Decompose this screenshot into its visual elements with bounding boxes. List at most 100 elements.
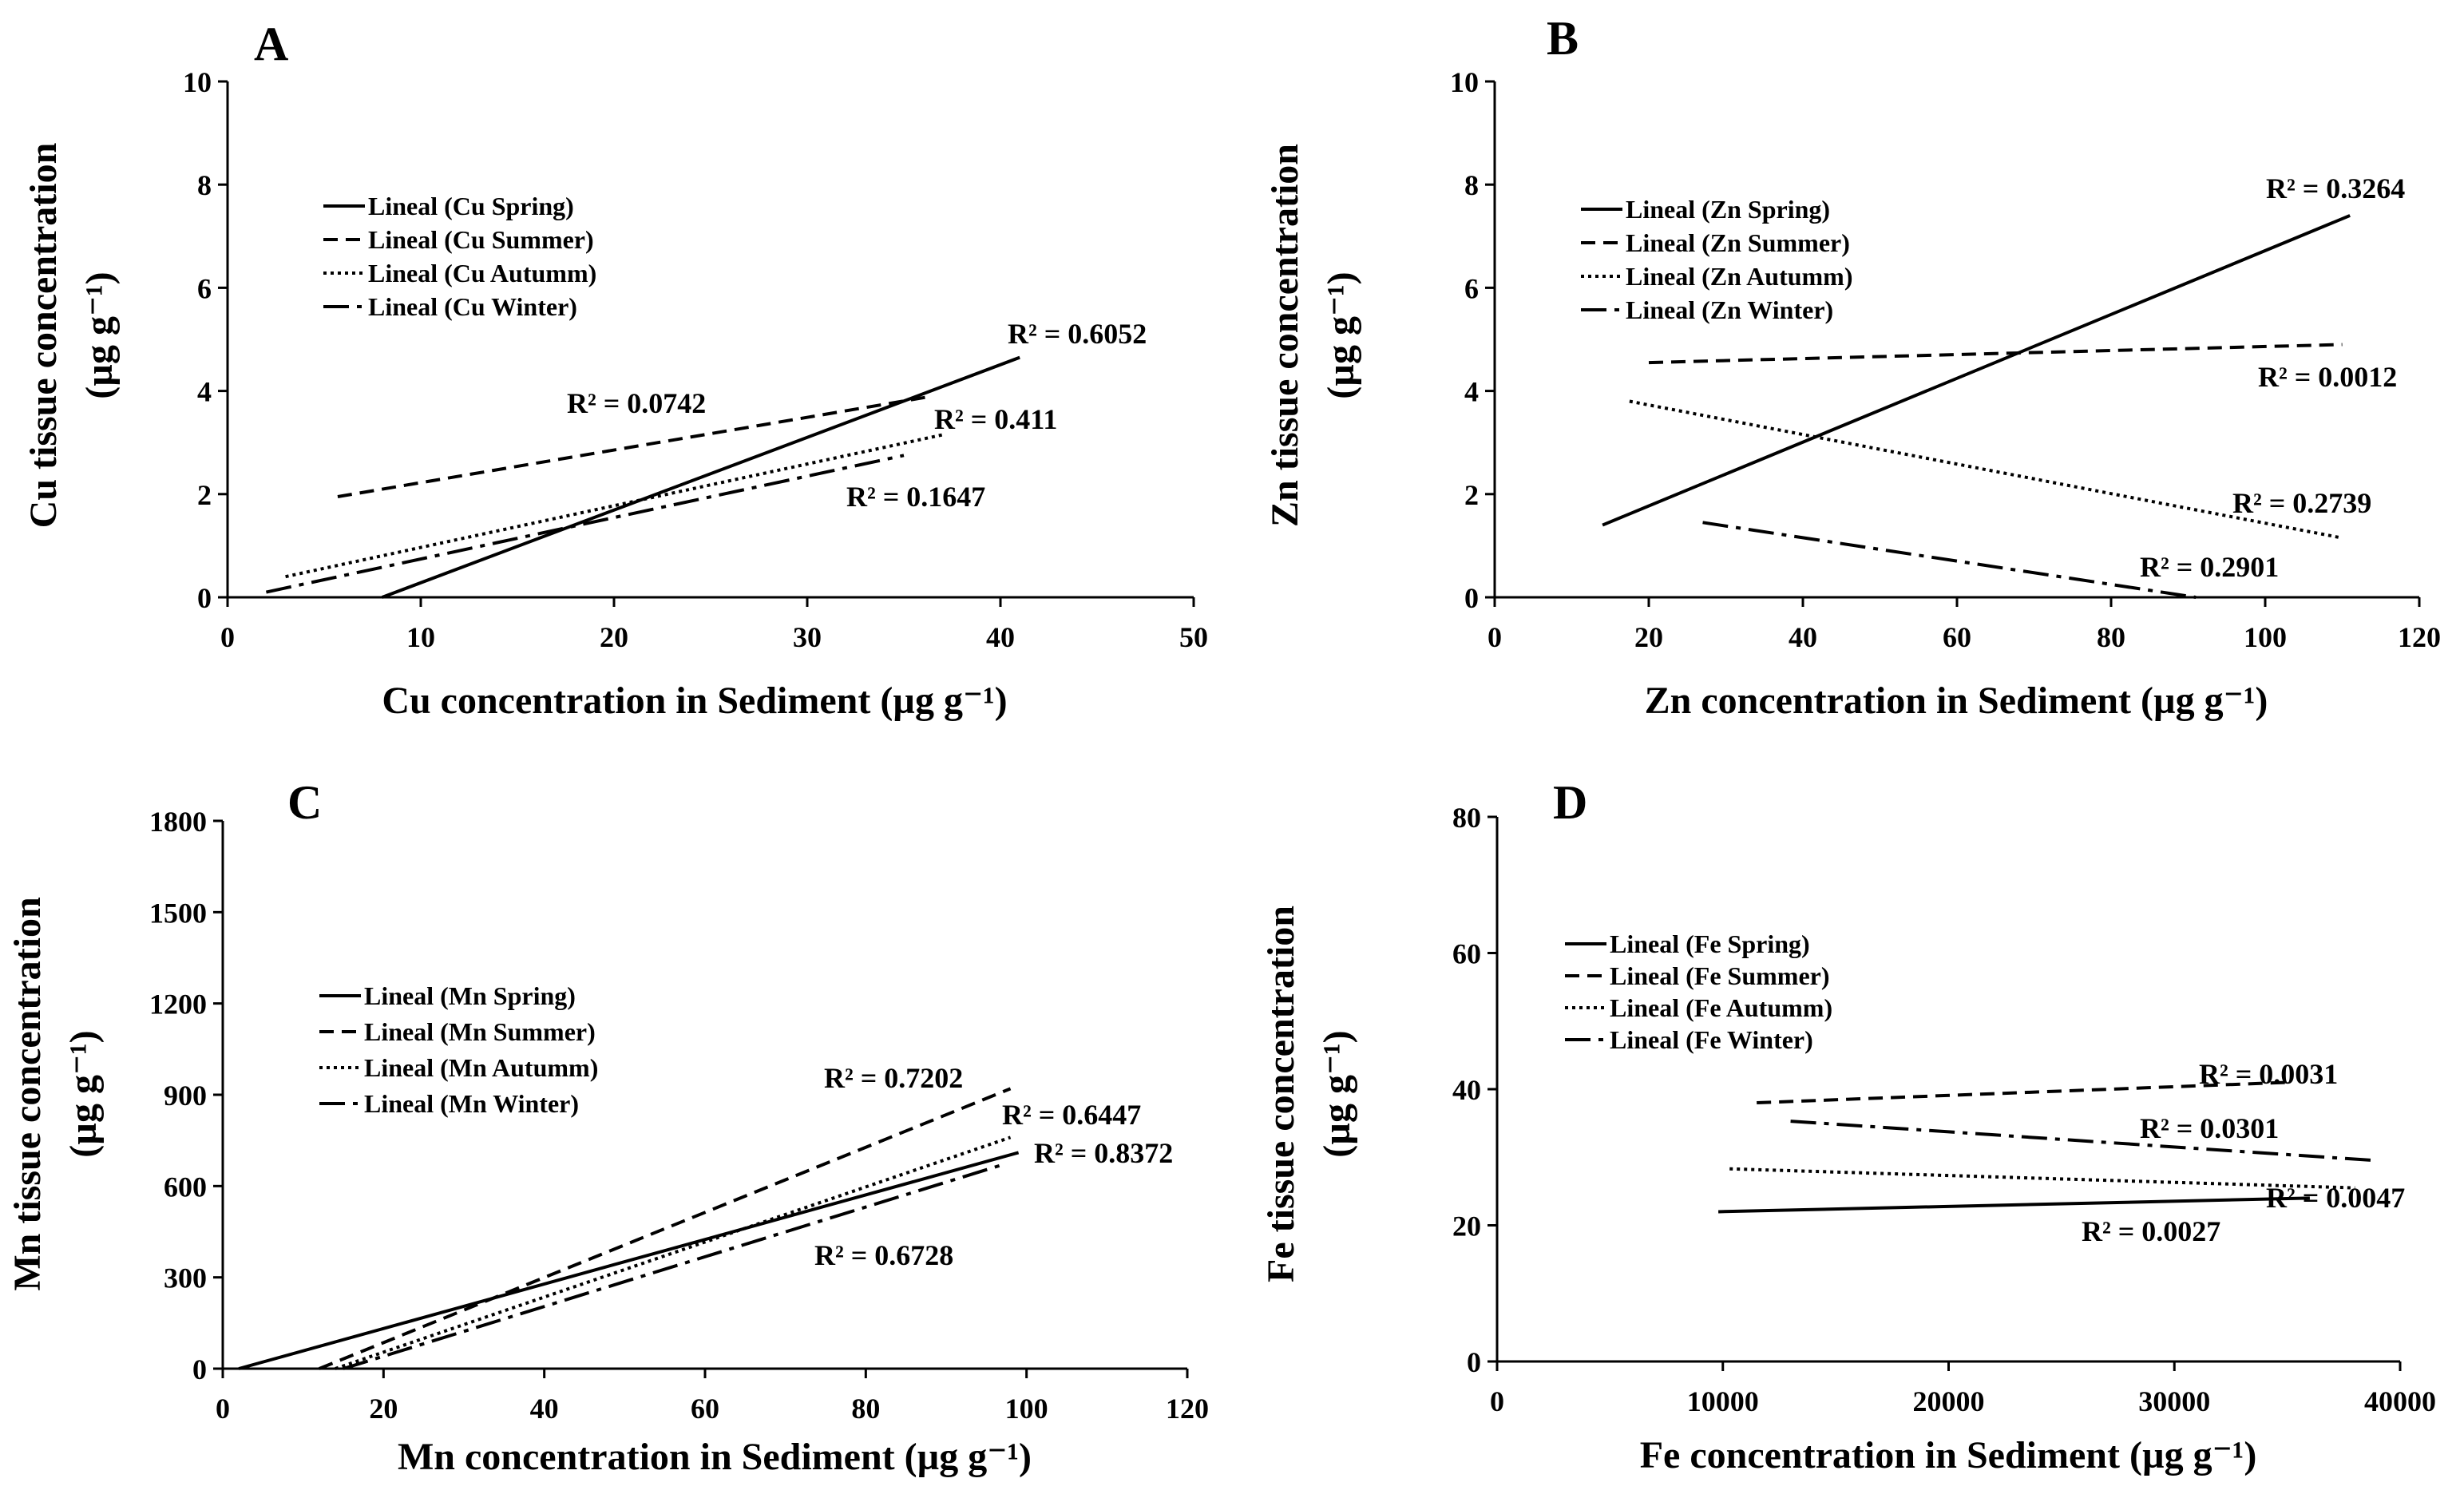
legend-entry: Lineal (Mn Spring) xyxy=(364,981,576,1010)
y-axis-label: Cu tissue concentration xyxy=(22,143,65,529)
trendline-dashdot xyxy=(343,1163,1004,1370)
panel-letter: C xyxy=(287,776,322,829)
panel-a: 0 2 4 6 8 10 0 10 20 30 40 50 A Cu concentration in S… xyxy=(22,18,1208,722)
r-squared-label: R² = 0.0012 xyxy=(2258,361,2397,393)
trendline-dashed xyxy=(337,394,933,499)
y-tick-label: 2 xyxy=(197,479,212,511)
panel-letter: A xyxy=(254,18,288,70)
legend-entry: Lineal (Zn Autumm) xyxy=(1626,262,1852,291)
legend-entry: Lineal (Cu Spring) xyxy=(368,192,574,220)
y-axis-label: Mn tissue concentration xyxy=(6,897,49,1290)
x-tick-label: 40000 xyxy=(2364,1385,2436,1417)
x-tick-label: 0 xyxy=(1488,621,1502,653)
r-squared-label: R² = 0.0027 xyxy=(2082,1215,2220,1247)
r-squared-label: R² = 0.0742 xyxy=(567,387,706,419)
x-tick-label: 80 xyxy=(2097,621,2125,653)
x-tick-label: 0 xyxy=(1490,1385,1504,1417)
trendline-solid xyxy=(238,1151,1020,1370)
trendline-solid xyxy=(381,355,1020,599)
y-tick-label: 80 xyxy=(1452,802,1481,834)
x-tick-label: 30 xyxy=(793,621,822,653)
y-tick-label: 8 xyxy=(197,169,212,201)
legend-entry: Lineal (Fe Autumm) xyxy=(1610,993,1832,1022)
r-squared-label: R² = 0.7202 xyxy=(824,1062,963,1094)
panel-c: 0 300 600 900 1200 1500 1800 0 20 40 60 80 100 120 C Mn… xyxy=(6,776,1209,1478)
y-axis-label-units: (µg g⁻¹) xyxy=(78,271,121,398)
x-tick-label: 0 xyxy=(220,621,235,653)
y-tick-label: 1500 xyxy=(149,897,207,929)
r-squared-label: R² = 0.1647 xyxy=(846,481,985,513)
y-tick-label: 6 xyxy=(1464,272,1479,304)
y-tick-label: 10 xyxy=(1450,66,1479,98)
y-tick-label: 6 xyxy=(197,272,212,304)
x-tick-label: 60 xyxy=(1943,621,1971,653)
panel-letter: B xyxy=(1547,12,1579,65)
legend-entry: Lineal (Mn Summer) xyxy=(364,1017,596,1046)
x-axis-label: Mn concentration in Sediment (µg g⁻¹) xyxy=(398,1436,1032,1478)
trendline-solid xyxy=(1718,1196,2310,1214)
x-tick-label: 20000 xyxy=(1913,1385,1985,1417)
x-tick-label: 60 xyxy=(691,1393,719,1425)
y-tick-label: 8 xyxy=(1464,169,1479,201)
y-axis-label-units: (µg g⁻¹) xyxy=(1320,271,1362,398)
x-tick-label: 120 xyxy=(2398,621,2441,653)
r-squared-label: R² = 0.2739 xyxy=(2232,487,2371,519)
x-tick-label: 80 xyxy=(851,1393,880,1425)
panel-letter: D xyxy=(1553,776,1587,829)
legend-entry: Lineal (Cu Winter) xyxy=(368,292,577,321)
trendline-dashdot xyxy=(1702,521,2197,599)
y-tick-label: 900 xyxy=(164,1080,207,1112)
y-tick-label: 300 xyxy=(164,1262,207,1294)
r-squared-label: R² = 0.3264 xyxy=(2266,172,2405,204)
y-axis-label-units: (µg g⁻¹) xyxy=(62,1030,105,1157)
trendline-dotted xyxy=(285,433,943,579)
y-tick-label: 60 xyxy=(1452,938,1481,970)
x-tick-label: 0 xyxy=(216,1393,230,1425)
r-squared-label: R² = 0.8372 xyxy=(1034,1137,1173,1169)
x-tick-label: 10000 xyxy=(1687,1385,1759,1417)
x-tick-label: 50 xyxy=(1179,621,1208,653)
r-squared-label: R² = 0.0047 xyxy=(2266,1182,2405,1214)
x-tick-label: 10 xyxy=(406,621,435,653)
y-tick-label: 2 xyxy=(1464,479,1479,511)
trendline-dashed xyxy=(319,1087,1012,1370)
panel-d: 0 20 40 60 80 0 10000 20000 30000 40000 D Fe concen… xyxy=(1260,776,2436,1476)
legend-entry: Lineal (Mn Autumm) xyxy=(364,1053,598,1082)
legend-entry: Lineal (Fe Summer) xyxy=(1610,961,1830,990)
trendline-dotted xyxy=(1629,399,2343,540)
y-tick-label: 4 xyxy=(197,376,212,408)
trendline-dashed xyxy=(1648,343,2343,365)
y-tick-label: 0 xyxy=(1464,582,1479,614)
trendline-dotted xyxy=(1729,1167,2355,1190)
x-tick-label: 100 xyxy=(1005,1393,1048,1425)
y-tick-label: 0 xyxy=(192,1353,207,1385)
y-tick-label: 1200 xyxy=(149,989,207,1021)
y-axis-label: Fe tissue concentration xyxy=(1260,906,1302,1282)
y-tick-label: 40 xyxy=(1452,1074,1481,1106)
legend-entry: Lineal (Zn Spring) xyxy=(1626,195,1830,224)
x-tick-label: 120 xyxy=(1166,1393,1209,1425)
x-tick-label: 30000 xyxy=(2138,1385,2210,1417)
y-tick-label: 4 xyxy=(1464,376,1479,408)
x-tick-label: 20 xyxy=(1634,621,1663,653)
r-squared-label: R² = 0.6447 xyxy=(1002,1099,1141,1131)
r-squared-label: R² = 0.6052 xyxy=(1008,318,1147,350)
x-axis-label: Zn concentration in Sediment (µg g⁻¹) xyxy=(1645,680,2268,722)
x-tick-label: 100 xyxy=(2244,621,2287,653)
y-tick-label: 10 xyxy=(183,66,212,98)
r-squared-label: R² = 0.0301 xyxy=(2140,1112,2279,1144)
x-tick-label: 20 xyxy=(600,621,628,653)
y-tick-label: 0 xyxy=(197,582,212,614)
y-axis-label-units: (µg g⁻¹) xyxy=(1316,1030,1358,1157)
x-tick-label: 40 xyxy=(1789,621,1817,653)
legend-entry: Lineal (Zn Summer) xyxy=(1626,228,1850,257)
x-tick-label: 40 xyxy=(986,621,1015,653)
y-axis-label: Zn tissue concentration xyxy=(1264,144,1306,527)
y-tick-label: 0 xyxy=(1467,1346,1481,1378)
legend-entry: Lineal (Cu Autumm) xyxy=(368,259,596,287)
x-tick-label: 20 xyxy=(369,1393,398,1425)
r-squared-label: R² = 0.2901 xyxy=(2140,551,2279,583)
y-tick-label: 1800 xyxy=(149,806,207,838)
